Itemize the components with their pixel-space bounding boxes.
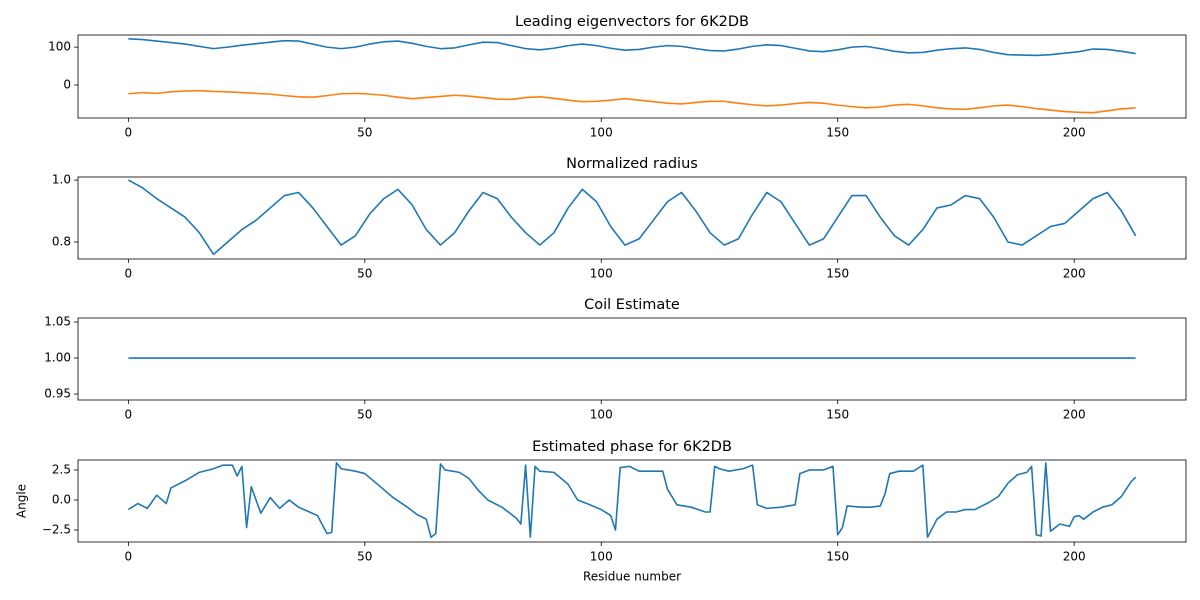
data-line: [128, 37, 1136, 57]
x-axis-label: Residue number: [583, 570, 681, 584]
x-tick-label: 200: [1063, 550, 1086, 564]
data-line: [128, 89, 1136, 114]
x-tick-label: 200: [1063, 126, 1086, 140]
data-line: [127, 461, 1137, 538]
y-tick-label: 2.5: [52, 462, 71, 476]
x-tick-label: 100: [590, 408, 613, 422]
y-tick-label: 0: [63, 78, 71, 92]
axes-frame: [77, 459, 1187, 543]
x-tick-label: 50: [357, 550, 372, 564]
x-tick-label: 100: [590, 267, 613, 281]
y-tick-label: −2.5: [42, 522, 71, 536]
x-tick-label: 200: [1063, 267, 1086, 281]
chart-title: Normalized radius: [566, 156, 698, 172]
x-tick-label: 200: [1063, 408, 1086, 422]
y-tick-label: 1.0: [52, 173, 71, 187]
x-tick-label: 50: [357, 126, 372, 140]
x-tick-label: 100: [590, 126, 613, 140]
x-tick-label: 150: [826, 267, 849, 281]
y-tick-label: 0.95: [44, 387, 71, 401]
data-line: [127, 179, 1137, 256]
x-tick-label: 0: [125, 267, 133, 281]
y-tick-label: 100: [48, 40, 71, 54]
x-tick-label: 50: [357, 408, 372, 422]
chart-title: Coil Estimate: [584, 297, 680, 313]
x-tick-label: 150: [826, 408, 849, 422]
x-tick-label: 0: [125, 550, 133, 564]
chart-title: Estimated phase for 6K2DB: [532, 439, 732, 455]
y-tick-label: 1.00: [44, 351, 71, 365]
axes-frame: [77, 34, 1187, 119]
y-tick-label: 1.05: [44, 315, 71, 329]
x-tick-label: 150: [826, 126, 849, 140]
y-axis-label: Angle: [15, 484, 29, 518]
x-tick-label: 0: [125, 408, 133, 422]
x-tick-label: 50: [357, 267, 372, 281]
x-tick-label: 150: [826, 550, 849, 564]
x-tick-label: 100: [590, 550, 613, 564]
y-tick-label: 0.8: [52, 234, 71, 248]
chart-title: Leading eigenvectors for 6K2DB: [515, 14, 749, 30]
axes-frame: [77, 317, 1187, 401]
y-tick-label: 0.0: [52, 492, 71, 506]
axes-frame: [77, 176, 1187, 260]
x-tick-label: 0: [125, 126, 133, 140]
